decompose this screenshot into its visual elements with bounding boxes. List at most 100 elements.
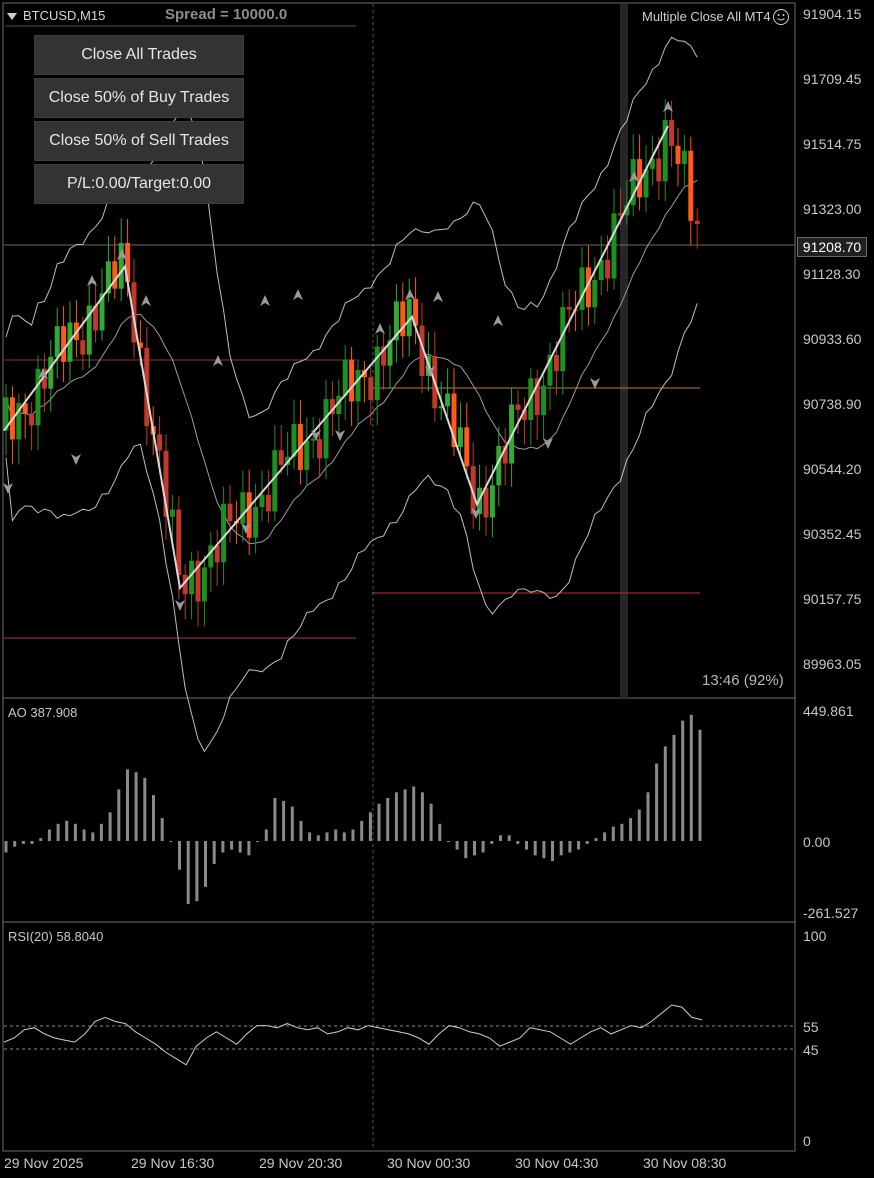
ao-bar — [230, 841, 234, 850]
ao-bar — [655, 763, 659, 841]
ao-bar — [308, 832, 312, 841]
ao-bar — [420, 792, 424, 841]
candle-body — [611, 213, 617, 279]
candle-body — [214, 545, 220, 563]
current-bar-highlight — [620, 4, 628, 698]
candle-body — [246, 492, 252, 538]
candle-body — [41, 368, 47, 389]
ao-bar — [629, 818, 633, 841]
candle-body — [131, 282, 137, 343]
ao-bar — [551, 841, 554, 862]
time-tick: 30 Nov 08:30 — [643, 1155, 727, 1171]
price-tick: 89963.05 — [803, 656, 862, 672]
up-arrow-icon — [141, 295, 151, 306]
close-50-buy-button[interactable]: Close 50% of Buy Trades — [34, 78, 244, 118]
rsi-axis-tick: 45 — [803, 1042, 819, 1058]
ao-bar — [455, 841, 459, 850]
candle-body — [381, 346, 387, 366]
ao-bar — [134, 772, 138, 841]
candle-body — [669, 120, 675, 146]
candle-body — [553, 354, 559, 372]
symbol-selector[interactable]: BTCUSD,M15 — [7, 8, 105, 23]
candle-body — [592, 280, 598, 308]
smiley-icon[interactable] — [773, 9, 789, 25]
ao-bar — [256, 841, 260, 842]
up-arrow-icon — [87, 275, 97, 286]
ao-bar — [394, 792, 398, 841]
ao-bar — [646, 792, 650, 841]
down-arrow-icon — [471, 508, 481, 519]
ao-bar — [39, 838, 43, 841]
time-tick: 29 Nov 20:30 — [259, 1155, 343, 1171]
ao-bar — [386, 798, 390, 841]
time-tick: 30 Nov 04:30 — [515, 1155, 599, 1171]
candle-body — [387, 340, 393, 366]
rsi-axis-tick: 0 — [803, 1133, 811, 1149]
ao-bar — [117, 789, 121, 841]
candle-body — [201, 567, 207, 602]
ao-label: AO 387.908 — [8, 705, 78, 720]
time-tick: 30 Nov 00:30 — [387, 1155, 471, 1171]
candle-body — [496, 446, 502, 486]
candle-body — [240, 492, 246, 524]
ao-bar — [481, 841, 485, 853]
ao-bar — [73, 823, 77, 841]
ao-bar — [559, 841, 563, 856]
ao-bar — [264, 829, 268, 841]
candle-body — [16, 403, 22, 440]
ao-bar — [637, 809, 641, 841]
candle-body — [400, 301, 406, 337]
candle-body — [310, 439, 316, 441]
close-50-sell-button[interactable]: Close 50% of Sell Trades — [34, 121, 244, 161]
up-arrow-icon — [260, 295, 270, 306]
candle-body — [617, 213, 623, 216]
expert-advisor-name: Multiple Close All MT4 — [642, 9, 771, 24]
candle-body — [3, 397, 9, 431]
candle-body — [662, 120, 668, 182]
ao-bar — [620, 823, 624, 841]
candle-body — [656, 158, 662, 182]
price-tick: 91128.30 — [803, 266, 861, 282]
candle-body — [61, 326, 67, 362]
candle-body — [169, 509, 175, 517]
candle-timer: 13:46 (92%) — [702, 672, 784, 689]
ao-bar — [533, 841, 537, 856]
candle-body — [317, 439, 323, 459]
ao-bar — [681, 720, 685, 841]
candle-body — [336, 395, 342, 414]
ao-bar — [212, 841, 216, 864]
ao-bar — [542, 841, 546, 859]
candle-body — [521, 409, 527, 420]
candle-body — [137, 342, 143, 348]
close-all-trades-button[interactable]: Close All Trades — [34, 35, 244, 75]
ao-bar — [473, 841, 476, 856]
ao-bar — [603, 832, 607, 841]
ao-bar — [21, 841, 25, 844]
smiley-face — [777, 14, 785, 21]
candle-body — [35, 368, 41, 426]
price-tick: 90933.60 — [803, 331, 862, 347]
candle-body — [144, 347, 150, 427]
ao-bar — [689, 714, 693, 841]
candle-body — [560, 307, 566, 372]
candle-body — [86, 305, 92, 355]
ao-bar — [82, 829, 86, 841]
price-tick: 91904.15 — [803, 6, 862, 22]
candle-body — [483, 487, 489, 518]
candle-body — [451, 393, 457, 447]
candle-body — [163, 450, 169, 517]
ao-bar — [334, 829, 338, 841]
ao-bar — [195, 841, 199, 902]
ao-bar — [160, 818, 164, 841]
candle-body — [393, 301, 399, 341]
ao-bar — [594, 838, 598, 841]
fractal-arrows — [3, 101, 673, 611]
up-arrow-icon — [405, 289, 415, 300]
candle-body — [585, 267, 591, 308]
up-arrow-icon — [38, 368, 48, 379]
ao-bar — [585, 841, 589, 844]
candle-body — [329, 399, 335, 414]
up-arrow-icon — [433, 291, 443, 302]
candle-body — [624, 205, 630, 216]
